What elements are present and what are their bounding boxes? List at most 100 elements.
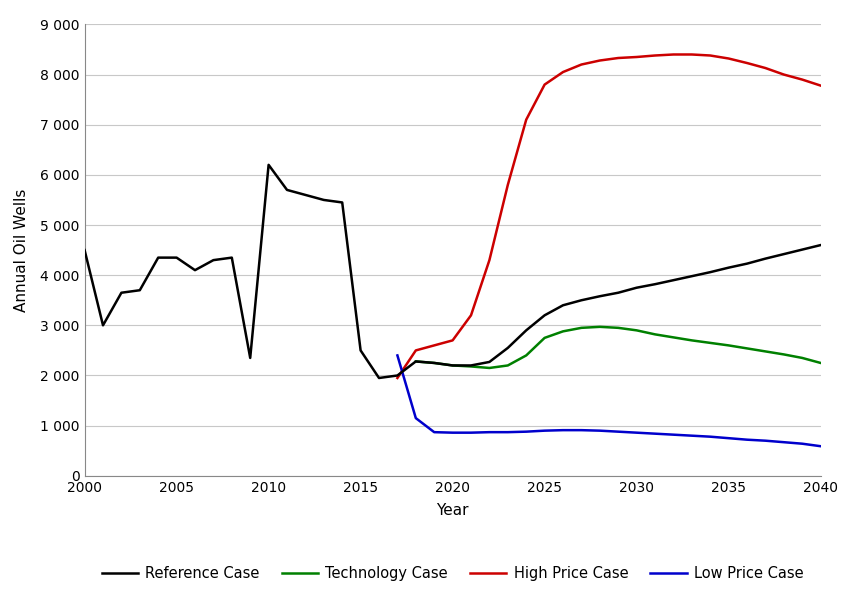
Reference Case [98, 321, 108, 329]
Low Price Case [576, 426, 586, 434]
Reference Case [761, 255, 771, 262]
High Price Case [429, 342, 439, 349]
Technology Case [429, 359, 439, 367]
Technology Case [411, 358, 421, 365]
Reference Case [779, 251, 789, 258]
Low Price Case [668, 431, 678, 439]
Reference Case [631, 284, 641, 292]
Low Price Case [779, 439, 789, 446]
High Price Case [816, 82, 826, 89]
Technology Case [761, 348, 771, 355]
Low Price Case [595, 427, 605, 434]
Reference Case [797, 246, 807, 253]
Technology Case [779, 351, 789, 358]
Line: Reference Case: Reference Case [85, 165, 821, 378]
Reference Case [484, 358, 494, 365]
Reference Case [319, 196, 329, 204]
Reference Case [558, 301, 568, 309]
Reference Case [816, 242, 826, 249]
Technology Case [723, 342, 733, 349]
Low Price Case [393, 352, 403, 359]
Reference Case [668, 276, 678, 284]
Reference Case [264, 161, 274, 168]
Technology Case [613, 324, 624, 331]
Reference Case [355, 346, 365, 354]
High Price Case [466, 312, 476, 319]
Low Price Case [484, 428, 494, 436]
High Price Case [761, 65, 771, 72]
Legend: Reference Case, Technology Case, High Price Case, Low Price Case: Reference Case, Technology Case, High Pr… [96, 560, 810, 586]
Low Price Case [797, 440, 807, 447]
Reference Case [374, 375, 384, 382]
Technology Case [650, 331, 660, 338]
Technology Case [705, 339, 715, 346]
Low Price Case [448, 429, 458, 436]
Technology Case [503, 362, 513, 369]
Reference Case [190, 267, 200, 274]
Line: Technology Case: Technology Case [416, 327, 821, 368]
Technology Case [668, 334, 678, 341]
Reference Case [503, 344, 513, 351]
Low Price Case [540, 427, 550, 434]
High Price Case [668, 51, 678, 58]
Reference Case [540, 312, 550, 319]
Low Price Case [503, 428, 513, 436]
Technology Case [558, 328, 568, 335]
Reference Case [429, 359, 439, 367]
Low Price Case [723, 434, 733, 442]
High Price Case [687, 51, 697, 58]
High Price Case [558, 68, 568, 76]
Technology Case [742, 345, 752, 352]
High Price Case [411, 346, 421, 354]
Technology Case [484, 364, 494, 371]
Technology Case [816, 359, 826, 367]
Low Price Case [687, 432, 697, 439]
Technology Case [448, 362, 458, 369]
Reference Case [595, 293, 605, 300]
Reference Case [521, 327, 531, 334]
Low Price Case [650, 430, 660, 437]
High Price Case [540, 81, 550, 88]
Technology Case [687, 337, 697, 344]
Technology Case [631, 327, 641, 334]
Reference Case [411, 358, 421, 365]
High Price Case [631, 53, 641, 60]
High Price Case [484, 256, 494, 264]
Reference Case [613, 289, 624, 296]
Line: Low Price Case: Low Price Case [398, 356, 821, 446]
High Price Case [448, 337, 458, 344]
Reference Case [466, 362, 476, 369]
Reference Case [153, 254, 163, 261]
High Price Case [576, 61, 586, 68]
Reference Case [742, 260, 752, 267]
Reference Case [705, 268, 715, 276]
High Price Case [503, 181, 513, 188]
Reference Case [116, 289, 126, 296]
Low Price Case [411, 414, 421, 422]
Low Price Case [429, 428, 439, 436]
Low Price Case [558, 426, 568, 434]
Technology Case [797, 354, 807, 362]
Technology Case [540, 334, 550, 342]
Reference Case [338, 199, 348, 206]
High Price Case [521, 116, 531, 123]
Technology Case [595, 323, 605, 331]
Reference Case [208, 256, 218, 264]
Low Price Case [761, 437, 771, 444]
Reference Case [393, 372, 403, 379]
Low Price Case [613, 428, 624, 436]
Reference Case [300, 192, 310, 199]
High Price Case [797, 76, 807, 83]
Reference Case [227, 254, 237, 261]
High Price Case [779, 71, 789, 78]
Reference Case [172, 254, 182, 261]
Reference Case [723, 264, 733, 271]
Low Price Case [705, 433, 715, 440]
Reference Case [282, 186, 292, 193]
High Price Case [393, 375, 403, 382]
Y-axis label: Annual Oil Wells: Annual Oil Wells [14, 188, 29, 312]
Technology Case [576, 324, 586, 331]
Technology Case [466, 363, 476, 370]
High Price Case [650, 52, 660, 59]
High Price Case [742, 59, 752, 66]
